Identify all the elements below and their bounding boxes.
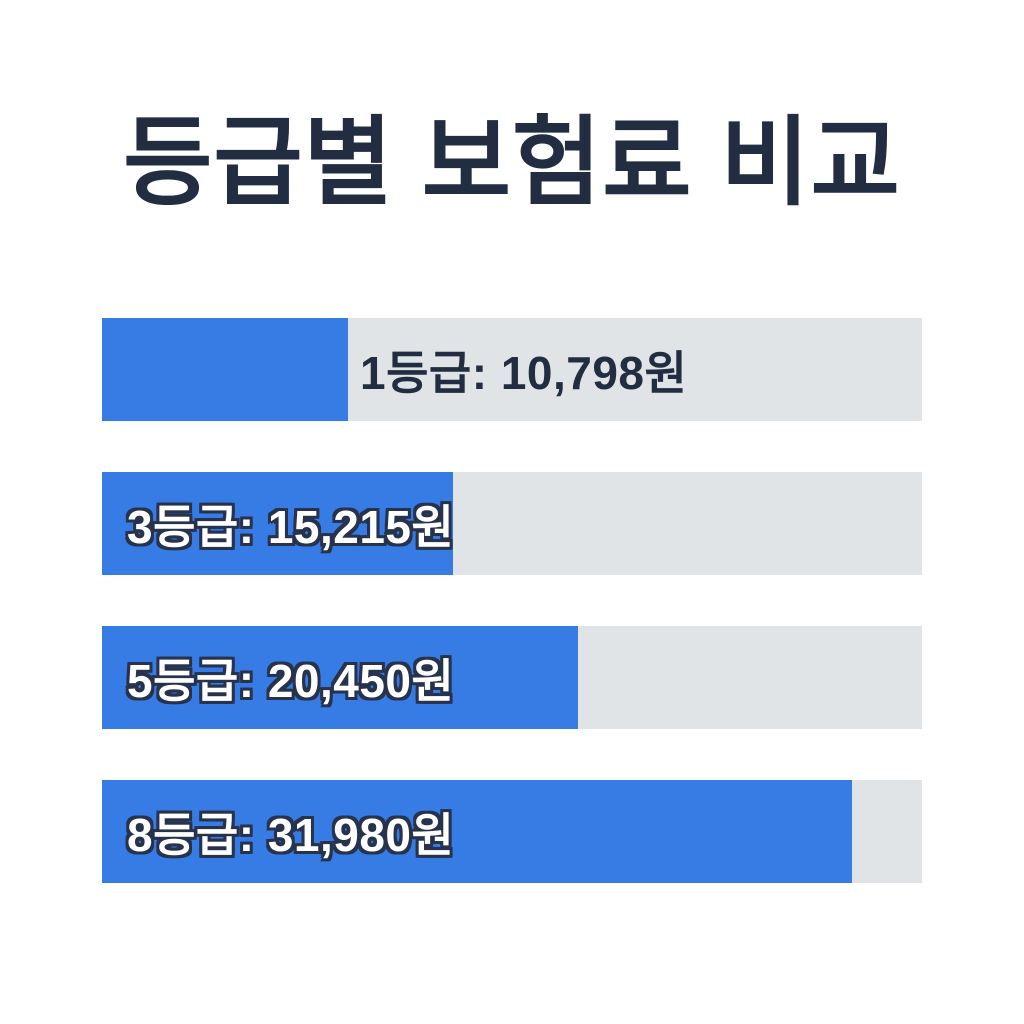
bar-fill-grade-8 — [102, 780, 853, 883]
bar-row-grade-1: 1등급: 10,798원 — [102, 318, 922, 421]
bar-label-grade-1: 1등급: 10,798원 — [360, 346, 688, 399]
bar-chart: 1등급: 10,798원 3등급: 15,215원 5등급: 20,450원 8… — [102, 318, 922, 883]
bar-row-grade-3: 3등급: 15,215원 — [102, 472, 922, 575]
bar-row-grade-5: 5등급: 20,450원 — [102, 626, 922, 729]
bar-fill-grade-5 — [102, 626, 578, 729]
bar-label-grade-8: 8등급: 31,980원 — [127, 808, 455, 861]
bar-fill-grade-3 — [102, 472, 453, 575]
chart-title: 등급별 보험료 비교 — [123, 108, 901, 217]
bar-label-grade-3: 3등급: 15,215원 — [127, 500, 455, 553]
bar-row-grade-8: 8등급: 31,980원 — [102, 780, 922, 883]
bar-fill-grade-1 — [102, 318, 348, 421]
bar-label-grade-5: 5등급: 20,450원 — [127, 654, 455, 707]
